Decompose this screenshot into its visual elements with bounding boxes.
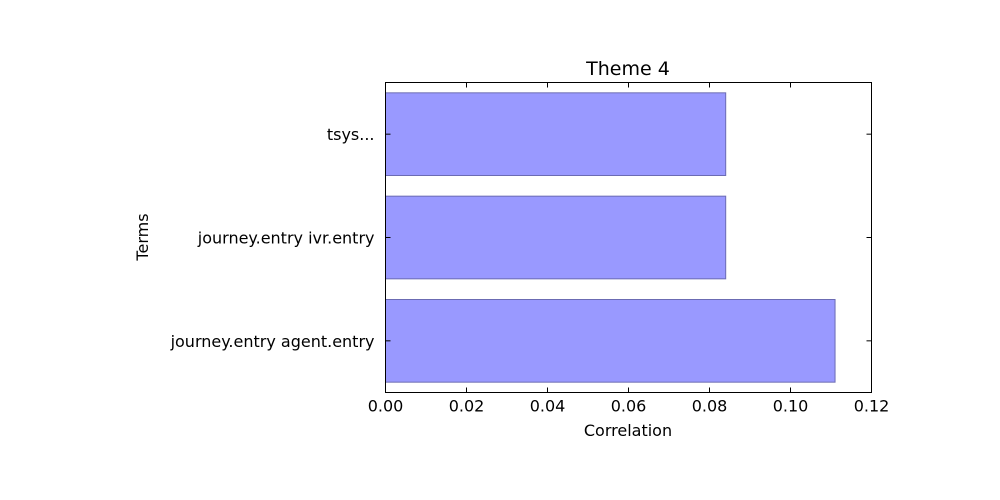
- y-tick-label-0: journey.entry agent.entry: [170, 332, 375, 351]
- bars-group: [385, 92, 836, 383]
- x-axis-ticks: 0.00 0.02 0.04 0.06 0.08 0.10 0.12: [368, 82, 890, 416]
- y-tick-label-1: journey.entry ivr.entry: [197, 229, 375, 248]
- x-tick-label-1: 0.02: [449, 397, 485, 416]
- bar-2: [385, 92, 727, 176]
- bar-1: [385, 195, 727, 280]
- y-axis-label: Terms: [133, 213, 152, 261]
- x-tick-label-5: 0.10: [773, 397, 809, 416]
- x-tick-label-2: 0.04: [530, 397, 566, 416]
- y-axis-ticks: journey.entry agent.entry journey.entry i…: [170, 125, 872, 351]
- bar-0: [385, 299, 836, 383]
- chart-title: Theme 4: [585, 58, 670, 80]
- x-tick-label-0: 0.00: [368, 397, 404, 416]
- y-tick-label-2: tsys...: [327, 125, 375, 144]
- x-tick-label-6: 0.12: [854, 397, 890, 416]
- x-tick-label-3: 0.06: [611, 397, 647, 416]
- x-axis-label: Correlation: [584, 421, 672, 440]
- x-tick-label-4: 0.08: [692, 397, 728, 416]
